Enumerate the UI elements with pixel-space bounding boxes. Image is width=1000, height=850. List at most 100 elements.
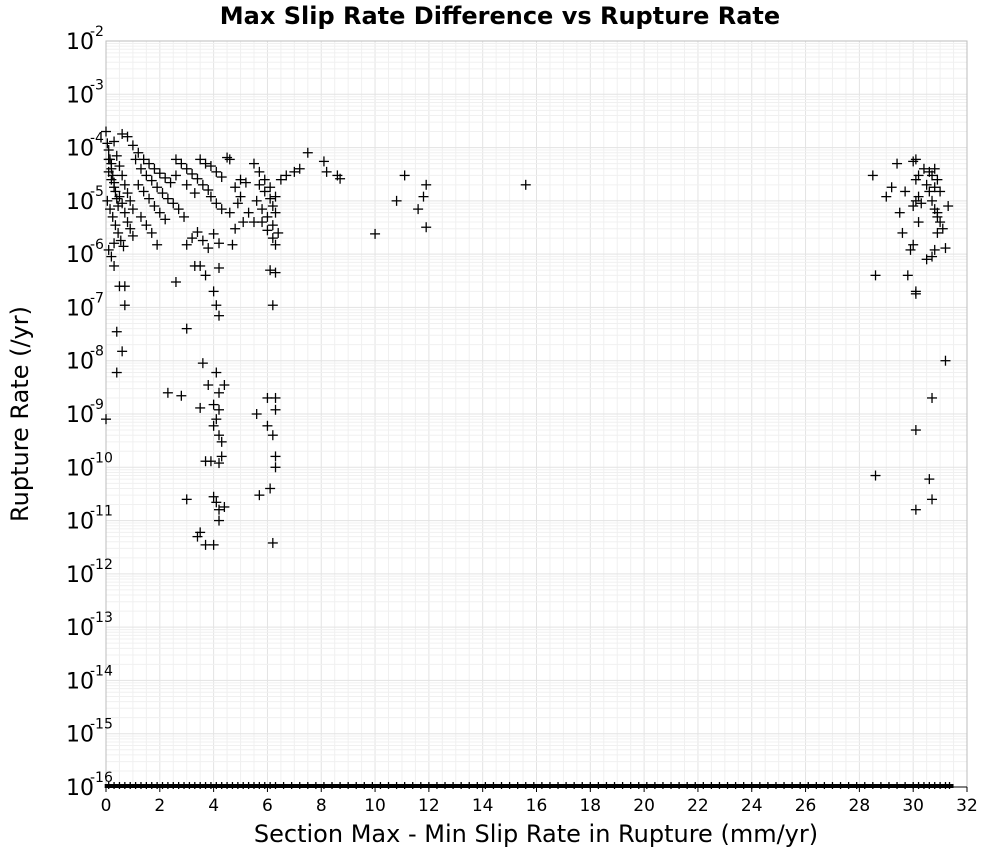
data-point: [211, 166, 222, 177]
data-point: [105, 204, 116, 215]
data-point: [902, 270, 913, 281]
data-point: [913, 170, 924, 181]
data-point: [117, 170, 128, 181]
data-point: [117, 198, 128, 209]
data-point: [203, 380, 214, 391]
data-point: [262, 211, 273, 222]
data-point: [208, 399, 219, 410]
data-point: [870, 270, 881, 281]
y-tick-label-exponent: -9: [90, 397, 104, 413]
data-point: [265, 265, 276, 276]
y-tick-label-base: 10: [66, 510, 94, 535]
data-point: [230, 223, 241, 234]
y-tick-label-base: 10: [66, 563, 94, 588]
data-point: [157, 188, 168, 199]
data-point: [520, 179, 531, 190]
data-point: [265, 193, 276, 204]
y-axis-title: Rupture Rate (/yr): [6, 306, 34, 522]
x-tick-label: 14: [472, 796, 494, 816]
data-point: [927, 494, 938, 505]
chart-title: Max Slip Rate Difference vs Rupture Rate: [220, 2, 780, 30]
data-point: [211, 497, 222, 508]
x-tick-label: 8: [316, 796, 327, 816]
data-point: [267, 233, 278, 244]
data-point: [122, 188, 133, 199]
y-tick-label-base: 10: [66, 723, 94, 748]
y-tick-label-exponent: -16: [90, 770, 113, 786]
data-point: [122, 131, 133, 142]
data-point: [135, 163, 146, 174]
y-tick-label-exponent: -12: [90, 557, 113, 573]
data-point: [115, 235, 126, 246]
x-tick-label: 16: [526, 796, 548, 816]
x-tick-label: 10: [364, 796, 386, 816]
data-point: [130, 154, 141, 165]
data-point: [122, 217, 133, 228]
data-point: [127, 204, 138, 215]
data-point: [152, 182, 163, 193]
data-point: [165, 177, 176, 188]
data-point: [235, 174, 246, 185]
data-point: [103, 166, 114, 177]
data-point: [940, 243, 951, 254]
data-point: [211, 300, 222, 311]
x-tick-label: 4: [208, 796, 219, 816]
data-point: [232, 198, 243, 209]
data-point: [117, 128, 128, 139]
data-point: [238, 217, 249, 228]
data-point: [197, 179, 208, 190]
data-point: [219, 501, 230, 512]
data-point: [421, 222, 432, 233]
data-point: [270, 404, 281, 415]
data-point: [181, 494, 192, 505]
y-tick-label-base: 10: [66, 776, 94, 801]
data-point: [106, 251, 117, 262]
data-point: [109, 238, 120, 249]
data-point: [125, 195, 136, 206]
y-tick-label-exponent: -11: [90, 504, 113, 520]
x-tick-label: 22: [687, 796, 709, 816]
baseline-marks: [104, 782, 954, 789]
y-tick-label-base: 10: [66, 456, 94, 481]
data-point: [200, 270, 211, 281]
data-point: [335, 173, 346, 184]
data-point: [168, 198, 179, 209]
data-point: [203, 184, 214, 195]
data-point: [133, 179, 144, 190]
data-point: [109, 136, 120, 147]
y-tick-label-exponent: -8: [90, 344, 104, 360]
data-point: [929, 182, 940, 193]
data-point: [181, 163, 192, 174]
data-point: [867, 170, 878, 181]
data-point: [192, 173, 203, 184]
data-point: [908, 156, 919, 167]
data-point: [267, 220, 278, 231]
data-point: [254, 490, 265, 501]
y-tick-label-base: 10: [66, 137, 94, 162]
data-point: [170, 277, 181, 288]
data-point: [170, 170, 181, 181]
x-tick-label: 0: [101, 796, 112, 816]
data-point: [114, 161, 125, 172]
data-point: [214, 404, 225, 415]
data-point: [102, 195, 113, 206]
data-point: [103, 244, 114, 255]
data-point: [248, 158, 259, 169]
data-point: [929, 163, 940, 174]
data-point: [195, 260, 206, 271]
data-point: [214, 430, 225, 441]
y-tick-label-base: 10: [66, 296, 94, 321]
data-point: [101, 414, 111, 425]
data-point: [160, 214, 171, 225]
data-point: [160, 172, 171, 183]
y-tick-label-exponent: -4: [90, 131, 104, 147]
data-point: [200, 158, 211, 169]
data-point: [192, 227, 203, 238]
data-point: [892, 158, 903, 169]
data-point: [152, 239, 163, 250]
data-point: [189, 188, 200, 199]
x-tick-label: 2: [154, 796, 165, 816]
data-point: [146, 227, 157, 238]
data-point: [195, 154, 206, 165]
